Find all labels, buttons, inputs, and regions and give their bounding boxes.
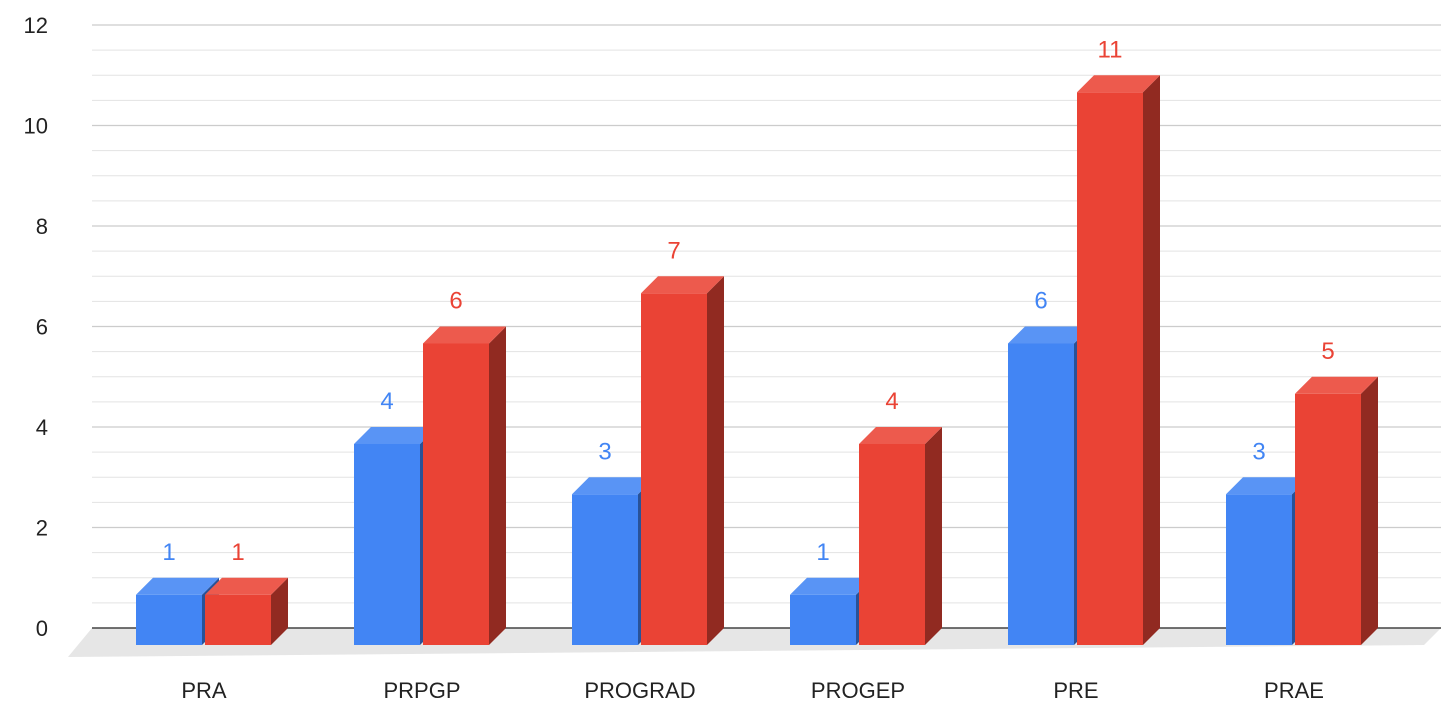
bar <box>572 494 638 645</box>
bar <box>859 444 925 645</box>
bar <box>354 444 420 645</box>
data-label: 3 <box>1252 438 1265 465</box>
bar-top <box>859 427 942 444</box>
bar-top <box>1008 326 1091 344</box>
bar <box>1008 343 1074 645</box>
data-label: 1 <box>816 539 829 566</box>
data-label: 11 <box>1098 36 1123 63</box>
bar <box>790 594 856 645</box>
bar-top <box>790 577 873 595</box>
bar <box>1077 92 1143 645</box>
bar-side <box>271 577 288 645</box>
bar-top <box>641 276 724 294</box>
bar <box>205 594 271 645</box>
data-label: 6 <box>1034 288 1047 315</box>
data-label: 4 <box>885 388 898 415</box>
bar-top <box>423 326 506 344</box>
gridlines <box>92 24 1441 629</box>
x-tick-label: PROGRAD <box>584 678 695 701</box>
bar-top <box>354 427 437 444</box>
data-label: 3 <box>598 438 611 465</box>
bar <box>641 293 707 645</box>
x-tick-label: PRA <box>181 678 227 701</box>
x-tick-label: PRE <box>1053 678 1098 701</box>
bar-top <box>1295 376 1378 394</box>
bar <box>1226 494 1292 645</box>
x-tick-label: PRPGP <box>383 678 460 701</box>
data-label: 1 <box>162 539 175 566</box>
x-axis-tick-labels: PRA PRPGP PROGRAD PROGEP PRE PRAE <box>181 678 1324 703</box>
bars <box>136 75 1378 645</box>
data-label: 6 <box>449 288 462 315</box>
y-tick-label: 2 <box>36 516 48 541</box>
bar-side <box>707 276 724 645</box>
y-tick-label: 6 <box>36 315 48 340</box>
x-tick-label: PROGEP <box>811 678 905 701</box>
x-tick-label: PRAE <box>1264 678 1324 701</box>
data-label: 1 <box>231 539 244 566</box>
data-label: 4 <box>380 388 393 415</box>
bar-top <box>572 477 655 495</box>
bar-side <box>1143 75 1160 645</box>
data-label: 5 <box>1321 338 1334 365</box>
data-label: 7 <box>667 237 680 264</box>
bar <box>423 343 489 645</box>
bar-side <box>489 326 506 645</box>
bar-top <box>136 577 219 595</box>
y-tick-label: 4 <box>36 415 48 440</box>
bar-top <box>1077 75 1160 93</box>
y-tick-label: 10 <box>24 114 48 139</box>
bar <box>136 594 202 645</box>
bar <box>1295 393 1361 645</box>
bar-side <box>1361 376 1378 645</box>
y-tick-label: 12 <box>24 13 48 38</box>
bar-side <box>925 427 942 645</box>
y-axis-tick-labels: 0 2 4 6 8 10 12 <box>24 13 48 641</box>
bar-top <box>205 577 288 595</box>
bar-top <box>1226 477 1309 495</box>
y-tick-label: 8 <box>36 214 48 239</box>
y-tick-label: 0 <box>36 616 48 641</box>
